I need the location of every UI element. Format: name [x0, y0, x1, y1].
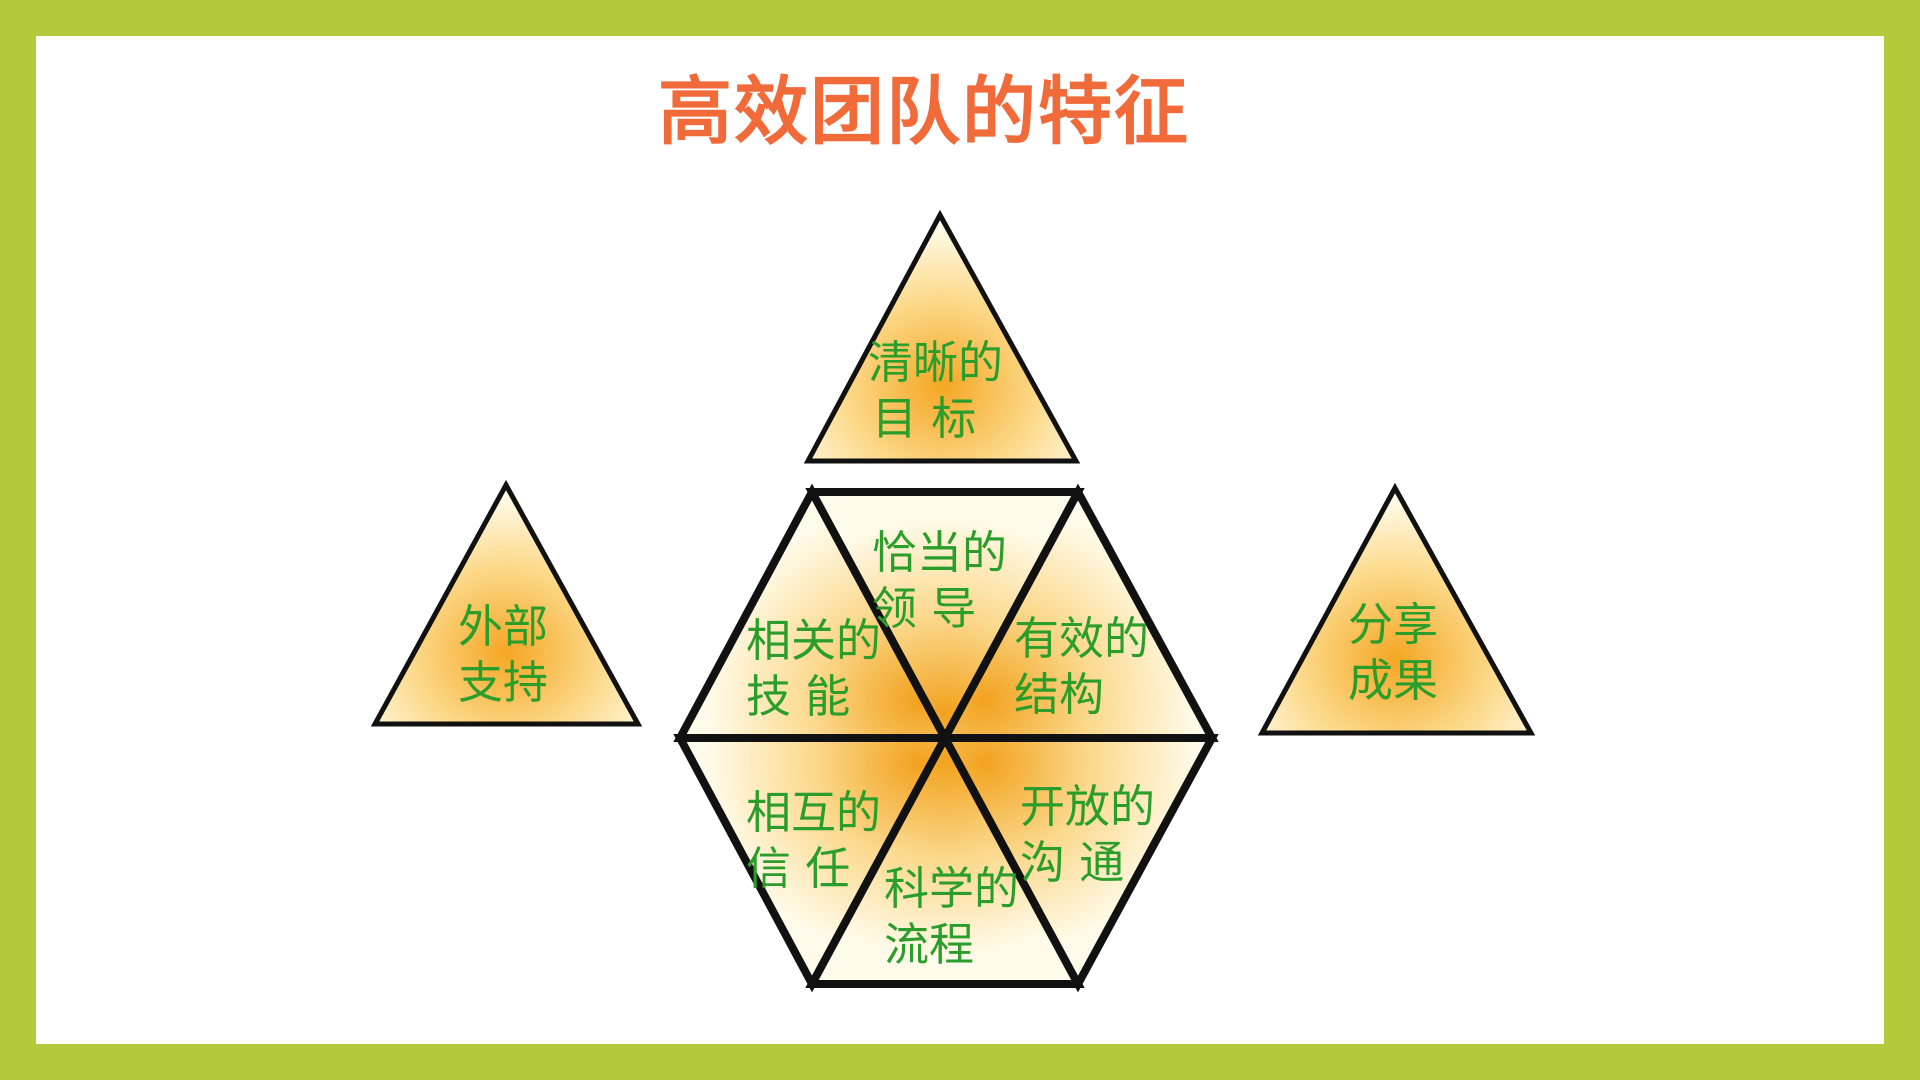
hex-open-communication-line2: 沟 通 [1020, 836, 1124, 889]
triangle-clear-goals-line2: 目 标 [872, 392, 976, 445]
slide-title: 高效团队的特征 [658, 69, 1190, 155]
hex-scientific-process-line1: 科学的 [884, 862, 1019, 915]
triangle-shared-results-line1: 分享 [1348, 598, 1438, 651]
triangle-shared-results-shape [1257, 482, 1536, 736]
triangle-shared-results: 分享 成果 [1257, 482, 1536, 736]
hex-mutual-trust-line2: 信 任 [746, 842, 850, 895]
triangle-external-support-line2: 支持 [458, 656, 548, 709]
triangle-external-support-shape [370, 479, 643, 727]
hex-scientific-process-line2: 流程 [884, 918, 974, 971]
triangle-shared-results-line2: 成果 [1348, 654, 1438, 707]
hexagon-group: 相关的 技 能 恰当的 领 导 有效的 结构 相互的 信 任 科学的 流程 开放… [673, 483, 1219, 993]
hex-open-communication-line1: 开放的 [1020, 780, 1155, 833]
hex-open-communication-shape [938, 734, 1219, 993]
hex-mutual-trust-line1: 相互的 [746, 786, 881, 839]
hex-appropriate-leadership-line2: 领 导 [872, 582, 976, 635]
triangle-external-support-line1: 外部 [458, 600, 548, 653]
triangle-clear-goals: 清晰的 目 标 [803, 209, 1081, 464]
hex-relevant-skills-line2: 技 能 [746, 670, 850, 723]
triangle-clear-goals-shape [803, 209, 1081, 464]
hex-appropriate-leadership-line1: 恰当的 [872, 526, 1007, 579]
hex-effective-structure-line2: 结构 [1014, 668, 1104, 721]
triangle-clear-goals-line1: 清晰的 [868, 336, 1003, 389]
hex-relevant-skills-line1: 相关的 [746, 614, 881, 667]
triangle-external-support: 外部 支持 [370, 479, 643, 727]
hex-effective-structure-line1: 有效的 [1014, 612, 1149, 665]
